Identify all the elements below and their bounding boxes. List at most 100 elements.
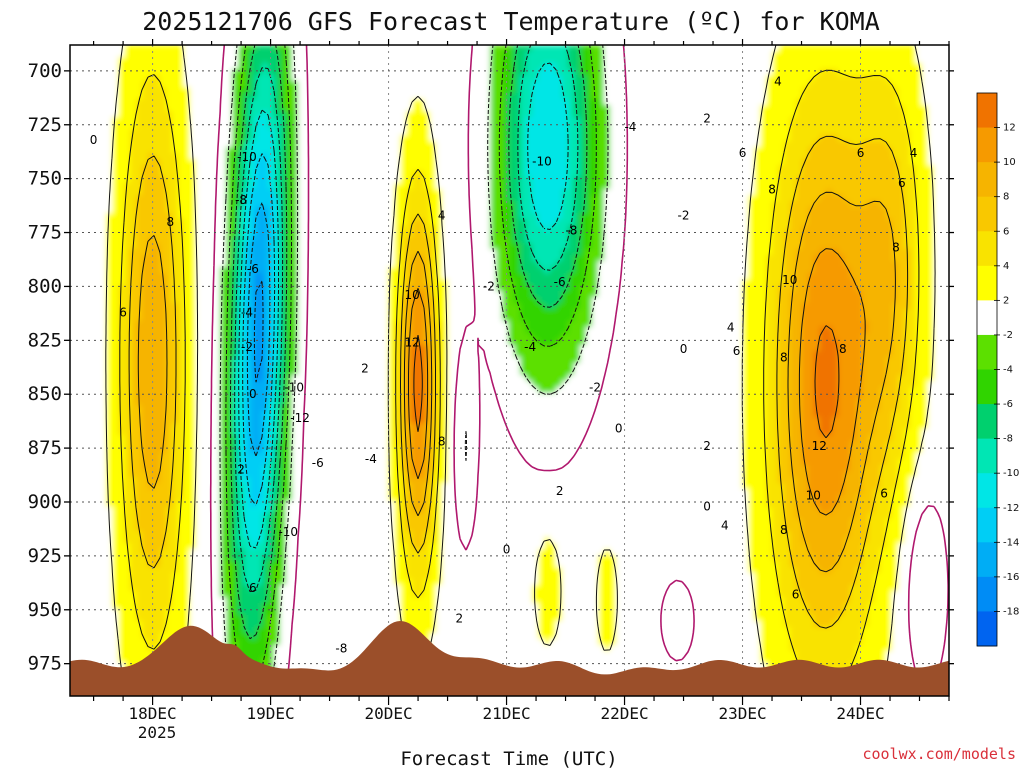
contour-label: -10 <box>284 381 304 395</box>
colorbar-segment <box>977 507 997 543</box>
terrain-surface <box>70 621 949 696</box>
x-tick-label: 19DEC <box>246 704 294 723</box>
chart-title: 2025121706 GFS Forecast Temperature (ºC)… <box>142 7 880 36</box>
contour-label: 2 <box>556 484 564 498</box>
contour-label: -4 <box>524 340 536 354</box>
colorbar-segment <box>977 576 997 612</box>
contour-label: 8 <box>166 215 174 229</box>
contour-label: 6 <box>249 581 257 595</box>
y-tick-label: 875 <box>28 437 62 459</box>
colorbar-label: 4 <box>1003 261 1009 272</box>
y-tick-label: 775 <box>28 222 62 244</box>
contour-label: -2 <box>678 208 690 222</box>
contour-label: -4 <box>365 452 377 466</box>
x-axis-label: Forecast Time (UTC) <box>400 748 617 768</box>
contour-label: -2 <box>241 340 253 354</box>
contour-label: -2 <box>483 279 495 293</box>
contour-label: 2 <box>703 439 711 453</box>
y-tick-label: 750 <box>28 168 62 190</box>
colorbar-label: -6 <box>1003 399 1013 410</box>
contour-label: 2 <box>456 611 464 625</box>
colorbar-segment <box>977 265 997 301</box>
contour-label: -10 <box>237 150 257 164</box>
colorbar-label: 8 <box>1003 192 1009 203</box>
contour-label: 6 <box>898 176 906 190</box>
contour-label: 4 <box>721 519 729 533</box>
x-tick-label: 23DEC <box>718 704 766 723</box>
contour-label: 6 <box>119 305 127 319</box>
colorbar-segment <box>977 438 997 474</box>
contour-label: -12 <box>290 411 310 425</box>
contour-line <box>253 280 264 383</box>
contour-label: -10 <box>278 525 298 539</box>
colorbar-label: -14 <box>1003 537 1019 548</box>
contour-lines-layer <box>105 45 949 696</box>
contour-label: 4 <box>438 208 446 222</box>
colorbar-label: 6 <box>1003 226 1009 237</box>
contour-line <box>242 153 276 506</box>
contour-label: 12 <box>812 439 827 453</box>
grid-lines <box>70 45 949 696</box>
contour-label: 4 <box>910 146 918 160</box>
contour-label: 0 <box>680 342 688 356</box>
contour-label: 6 <box>739 146 747 160</box>
y-tick-label: 850 <box>28 383 62 405</box>
contour-label: -8 <box>235 193 247 207</box>
contour-label: 12 <box>405 335 420 349</box>
contour-labels-layer: 0 8 6 -10 -8 -6 -4 -2 0 2 6 -10 -12 -6 -10 -4 2 -8 4 10 12 8 2… <box>90 75 918 656</box>
contour-label: 0 <box>90 133 98 147</box>
contour-line <box>119 69 920 696</box>
contour-label: 0 <box>503 542 511 556</box>
contour-label: 6 <box>733 344 741 358</box>
colorbar-segment <box>977 162 997 198</box>
contour-label: 6 <box>792 588 800 602</box>
colorbar-label: 2 <box>1003 295 1009 306</box>
colorbar-label: 10 <box>1003 157 1016 168</box>
contour-line <box>238 62 569 549</box>
x-year-label: 2025 <box>138 723 177 742</box>
contour-line <box>128 135 909 629</box>
contour-line <box>225 45 597 692</box>
contour-label: -8 <box>565 223 577 237</box>
contour-line <box>234 45 579 593</box>
contour-line <box>219 45 609 696</box>
colorbar-label: -18 <box>1003 606 1019 617</box>
colorbar-segment <box>977 611 997 647</box>
colorbar-segment <box>977 334 997 370</box>
contour-label: 0 <box>249 387 257 401</box>
y-tick-label: 975 <box>28 653 62 675</box>
x-tick-label: 20DEC <box>364 704 412 723</box>
contour-label: 2 <box>361 361 369 375</box>
contour-label: 2 <box>703 111 711 125</box>
colorbar-segment <box>977 404 997 440</box>
colorbar-label: -4 <box>1003 365 1013 376</box>
x-axis: 18DEC 19DEC 20DEC 21DEC 22DEC 23DEC 24DEC <box>92 39 950 723</box>
colorbar-segment <box>977 542 997 578</box>
x-tick-label: 24DEC <box>836 704 884 723</box>
contour-line <box>413 325 840 439</box>
y-tick-label: 950 <box>28 599 62 621</box>
contour-line <box>209 45 949 696</box>
contour-label: 8 <box>780 351 788 365</box>
colorbar-segment <box>977 300 997 336</box>
contour-label: 8 <box>839 342 847 356</box>
x-tick-label: 22DEC <box>600 704 648 723</box>
colorbar-segment <box>977 196 997 232</box>
contour-label: -2 <box>589 381 601 395</box>
contour-line <box>105 45 936 696</box>
contour-label: 0 <box>703 499 711 513</box>
contour-label: -6 <box>312 456 324 470</box>
credit-link[interactable]: coolwx.com/models <box>862 745 1016 763</box>
colorbar-segment <box>977 231 997 267</box>
colorbar-label: -10 <box>1003 468 1019 479</box>
contour-label: -6 <box>247 262 259 276</box>
colorbar-label: -16 <box>1003 572 1019 583</box>
colorbar-segment <box>977 93 997 129</box>
y-tick-label: 725 <box>28 114 62 136</box>
contour-label: 0 <box>615 422 623 436</box>
x-tick-label: 18DEC <box>129 704 177 723</box>
contour-label: -8 <box>335 642 347 656</box>
contour-line <box>137 191 896 573</box>
